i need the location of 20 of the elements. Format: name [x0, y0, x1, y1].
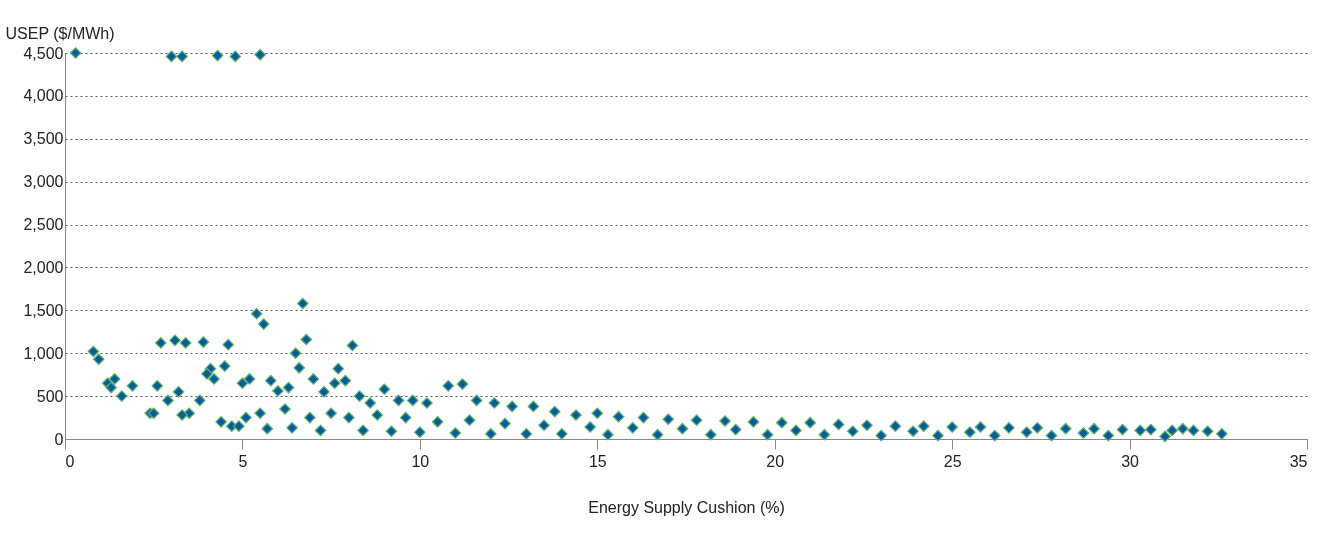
y-tick-label: 0 [54, 430, 64, 448]
x-axis-title: Energy Supply Cushion (%) [588, 498, 785, 516]
x-tick-label: 30 [1121, 452, 1140, 470]
x-tick-label: 10 [411, 452, 430, 470]
y-tick-label: 500 [36, 387, 64, 405]
x-tick-label: 0 [65, 452, 75, 470]
y-tick-label: 1,500 [23, 301, 64, 319]
y-tick-label: 2,000 [23, 258, 64, 276]
x-tick-label: 25 [943, 452, 962, 470]
x-tick-label: 5 [238, 452, 248, 470]
y-axis-title: USEP ($/MWh) [5, 24, 115, 42]
y-tick-label: 4,000 [23, 87, 64, 105]
y-tick-label: 4,500 [23, 44, 64, 62]
y-tick-label: 3,000 [23, 173, 64, 191]
y-tick-label: 3,500 [23, 130, 64, 148]
x-tick-label: 20 [766, 452, 785, 470]
x-tick-label: 15 [588, 452, 607, 470]
x-tick-label: 35 [1289, 452, 1308, 470]
y-tick-label: 1,000 [23, 344, 64, 362]
y-tick-label: 2,500 [23, 216, 64, 234]
